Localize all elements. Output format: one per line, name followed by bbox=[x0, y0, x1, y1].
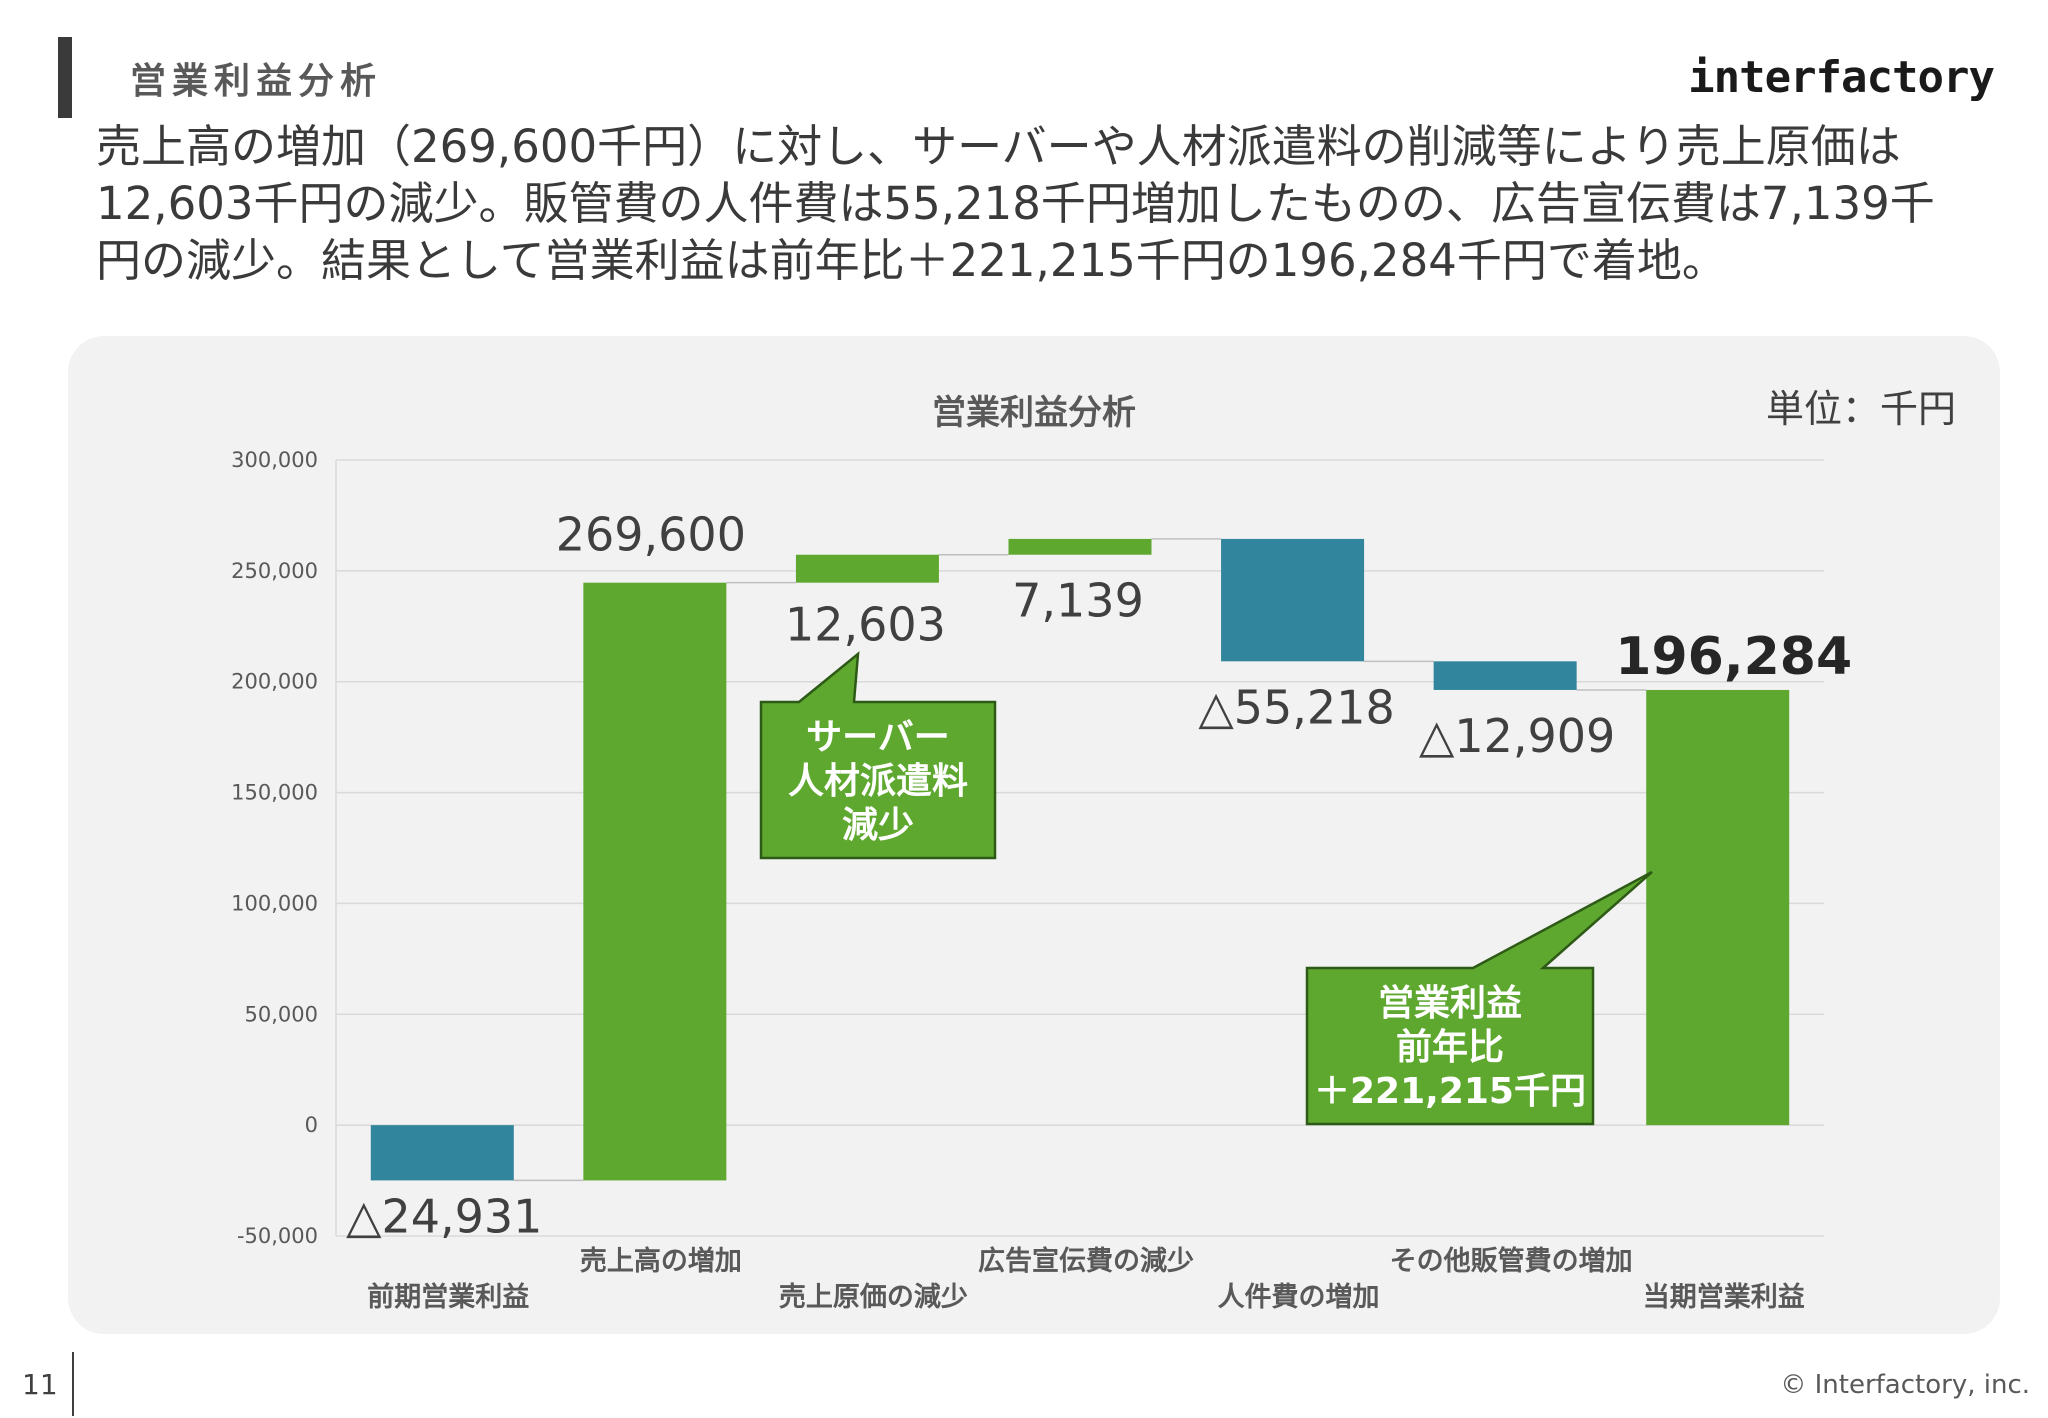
bar-6 bbox=[1433, 661, 1577, 690]
bar-7 bbox=[1646, 689, 1790, 1126]
category-label: 売上高の増加 bbox=[580, 1245, 742, 1277]
page-number: 11 bbox=[22, 1368, 58, 1401]
data-label: △24,931 bbox=[346, 1189, 542, 1243]
data-label: △55,218 bbox=[1198, 680, 1394, 734]
section-title: 営業利益分析 bbox=[130, 61, 383, 102]
y-tick-label: 150,000 bbox=[231, 781, 318, 805]
bar-5 bbox=[1221, 538, 1365, 662]
category-label: 前期営業利益 bbox=[367, 1281, 529, 1313]
waterfall-chart: 営業利益分析 単位：千円 300,000 250,000 200,000 150,000 1… bbox=[231, 387, 1956, 1313]
callout-cost-reduction-text: 人材派遣料 bbox=[788, 761, 968, 802]
data-label: 196,284 bbox=[1615, 627, 1852, 687]
category-label: その他販管費の増加 bbox=[1390, 1245, 1633, 1277]
category-label: 売上原価の減少 bbox=[779, 1282, 968, 1313]
data-label: △12,909 bbox=[1419, 709, 1615, 763]
y-tick-label: 300,000 bbox=[231, 448, 318, 472]
chart-title: 営業利益分析 bbox=[932, 393, 1136, 433]
category-label: 広告宣伝費の減少 bbox=[978, 1245, 1194, 1277]
chart-panel: 営業利益分析 単位：千円 300,000 250,000 200,000 150,000 1… bbox=[68, 336, 2000, 1334]
category-label: 人件費の増加 bbox=[1218, 1281, 1380, 1313]
copyright-text: © Interfactory, inc. bbox=[1780, 1370, 2030, 1400]
unit-label: 単位：千円 bbox=[1766, 387, 1956, 431]
y-tick-label: 0 bbox=[305, 1113, 318, 1137]
callout-cost-reduction bbox=[759, 651, 997, 860]
y-tick-label: -50,000 bbox=[237, 1224, 318, 1248]
callout-cost-reduction-text: 減少 bbox=[842, 805, 914, 846]
data-label: 269,600 bbox=[556, 508, 746, 562]
data-label: 7,139 bbox=[1012, 574, 1144, 628]
lead-line-1: 売上高の増加（269,600千円）に対し、サーバーや人材派遣料の削減等により売上… bbox=[96, 120, 1901, 173]
header-accent-bar bbox=[58, 37, 72, 118]
lead-paragraph: 売上高の増加（269,600千円）に対し、サーバーや人材派遣料の削減等により売上… bbox=[96, 118, 1996, 289]
bar-3 bbox=[795, 554, 939, 583]
callout-profit-change-text: ＋221,215千円 bbox=[1314, 1071, 1586, 1112]
callout-profit-change bbox=[1305, 870, 1653, 1126]
lead-line-3: 円の減少。結果として営業利益は前年比＋221,215千円の196,284千円で着… bbox=[96, 234, 1727, 287]
callout-cost-reduction-text: サーバー bbox=[806, 717, 950, 758]
lead-line-2: 12,603千円の減少。販管費の人件費は55,218千円増加したものの、広告宣伝… bbox=[96, 177, 1935, 230]
footer-divider bbox=[72, 1352, 74, 1416]
y-tick-label: 100,000 bbox=[231, 891, 318, 915]
y-tick-label: 200,000 bbox=[231, 670, 318, 694]
y-tick-label: 50,000 bbox=[245, 1002, 318, 1026]
y-tick-label: 250,000 bbox=[231, 559, 318, 583]
data-label: 12,603 bbox=[785, 598, 946, 652]
category-label: 当期営業利益 bbox=[1643, 1281, 1805, 1313]
bar-1 bbox=[370, 1125, 514, 1181]
brand-logo: interfactory bbox=[1688, 52, 1995, 103]
callout-profit-change-text: 営業利益 bbox=[1378, 983, 1522, 1024]
bar-2 bbox=[583, 582, 727, 1181]
callout-profit-change-text: 前年比 bbox=[1396, 1027, 1504, 1068]
bar-4 bbox=[1008, 538, 1152, 555]
